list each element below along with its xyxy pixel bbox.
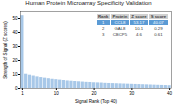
svg-text:Strength of Signal (Z scores): Strength of Signal (Z scores) [3, 21, 8, 79]
html-text:53.17: 53.17 [133, 20, 145, 26]
svg-text:50: 50 [12, 16, 18, 21]
svg-text:10: 10 [12, 72, 18, 77]
html-text:CCL8: CCL8 [114, 20, 126, 26]
html-text:S score: S score [150, 14, 167, 20]
html-text:1: 1 [102, 20, 105, 26]
svg-text:0: 0 [15, 86, 18, 91]
svg-text:10: 10 [54, 91, 60, 96]
html-text:CBCP5: CBCP5 [112, 32, 128, 38]
html-text:0.29: 0.29 [154, 26, 163, 32]
html-text:Human Protein Microarray Speci: Human Protein Microarray Specificity Val… [25, 0, 152, 6]
html-text:10.1: 10.1 [134, 26, 144, 32]
html-text:3: 3 [102, 32, 105, 38]
svg-text:40: 40 [12, 30, 18, 35]
svg-text:1: 1 [21, 91, 24, 96]
html-text:40.07: 40.07 [153, 20, 164, 26]
html-text:Rank: Rank [98, 14, 109, 20]
svg-text:20: 20 [92, 91, 98, 96]
html-text:GAL8: GAL8 [114, 26, 126, 32]
html-text:0.61: 0.61 [154, 32, 163, 38]
html-text:2: 2 [102, 26, 105, 32]
html-text:Z score: Z score [131, 14, 147, 20]
svg-text:20: 20 [12, 58, 18, 63]
svg-text:30: 30 [12, 44, 18, 49]
svg-text:Signal Rank (Top 40): Signal Rank (Top 40) [75, 99, 118, 104]
svg-text:40: 40 [167, 91, 173, 96]
html-text:Protein: Protein [112, 14, 128, 20]
html-text:4.6: 4.6 [136, 32, 142, 38]
svg-text:30: 30 [129, 91, 135, 96]
